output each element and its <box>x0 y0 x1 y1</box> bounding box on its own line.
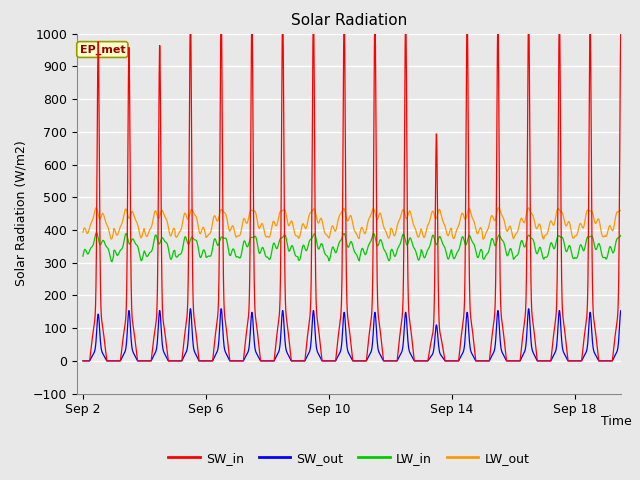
Text: EP_met: EP_met <box>79 44 125 55</box>
Title: Solar Radiation: Solar Radiation <box>291 13 407 28</box>
Legend: SW_in, SW_out, LW_in, LW_out: SW_in, SW_out, LW_in, LW_out <box>163 447 534 469</box>
Y-axis label: Solar Radiation (W/m2): Solar Radiation (W/m2) <box>14 141 27 287</box>
X-axis label: Time: Time <box>601 415 632 428</box>
